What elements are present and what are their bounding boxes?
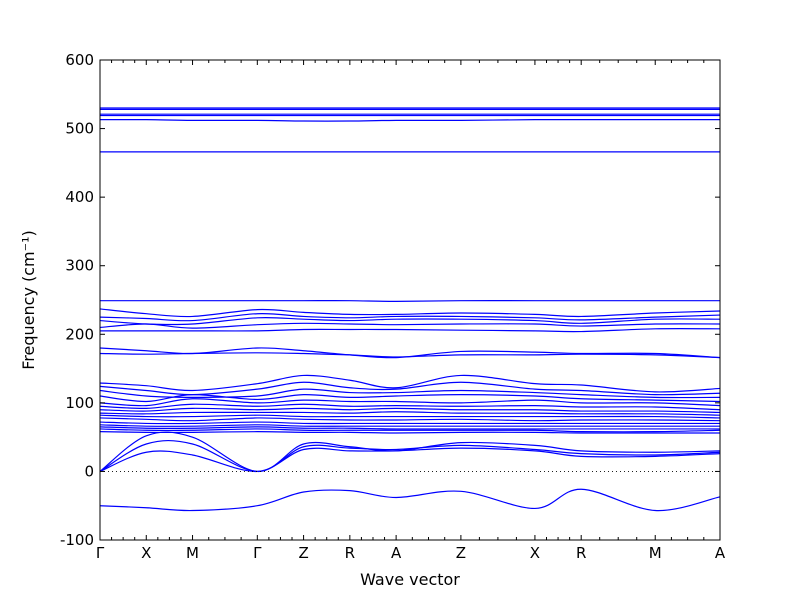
band-19 (99, 398, 721, 407)
y-tick-label: 600 (65, 51, 94, 69)
band-31 (99, 439, 721, 473)
x-tick-label: Z (298, 544, 308, 562)
band-21 (99, 407, 721, 414)
band-20 (99, 403, 721, 411)
band-5 (99, 119, 720, 122)
y-axis-title: Frequency (cm⁻¹) (19, 230, 38, 369)
x-tick-label: R (345, 544, 355, 562)
x-tick-label: M (649, 544, 662, 562)
band-7 (100, 300, 720, 302)
band-24 (99, 417, 721, 422)
band-15 (99, 374, 721, 393)
band-29 (99, 431, 720, 434)
y-tick-label: -100 (60, 531, 94, 549)
x-tick-label: R (576, 544, 586, 562)
x-tick-label: Γ (96, 544, 105, 562)
x-tick-label: X (530, 544, 540, 562)
band-14 (99, 352, 721, 359)
x-tick-label: Z (456, 544, 466, 562)
band-18 (99, 394, 721, 403)
x-tick-label: M (186, 544, 199, 562)
band-23 (99, 414, 721, 419)
band-30 (99, 431, 721, 473)
band-33 (99, 488, 721, 512)
y-tick-label: 300 (65, 257, 94, 275)
y-tick-label: 400 (65, 188, 94, 206)
y-tick-label: 100 (65, 394, 94, 412)
x-tick-label: A (715, 544, 726, 562)
y-tick-label: 0 (84, 462, 94, 480)
band-9 (99, 313, 721, 322)
plot-frame (99, 59, 721, 541)
band-11 (99, 322, 721, 329)
x-tick-label: Γ (253, 544, 262, 562)
x-tick-label: A (391, 544, 402, 562)
band-lines (99, 107, 721, 512)
y-axis-ticks: -100 0 100 200 300 400 500 600 (60, 51, 720, 549)
band-8 (99, 308, 721, 318)
x-axis-title: Wave vector (360, 570, 460, 589)
band-10 (99, 317, 721, 326)
band-26 (99, 424, 720, 427)
x-tick-label: X (141, 544, 151, 562)
band-28 (99, 428, 721, 433)
band-32 (99, 447, 721, 473)
band-25 (99, 421, 720, 425)
band-27 (99, 426, 720, 430)
band-17 (99, 388, 721, 399)
band-22 (99, 411, 721, 416)
y-tick-label: 500 (65, 120, 94, 138)
y-tick-label: 200 (65, 325, 94, 343)
band-12 (100, 327, 721, 333)
